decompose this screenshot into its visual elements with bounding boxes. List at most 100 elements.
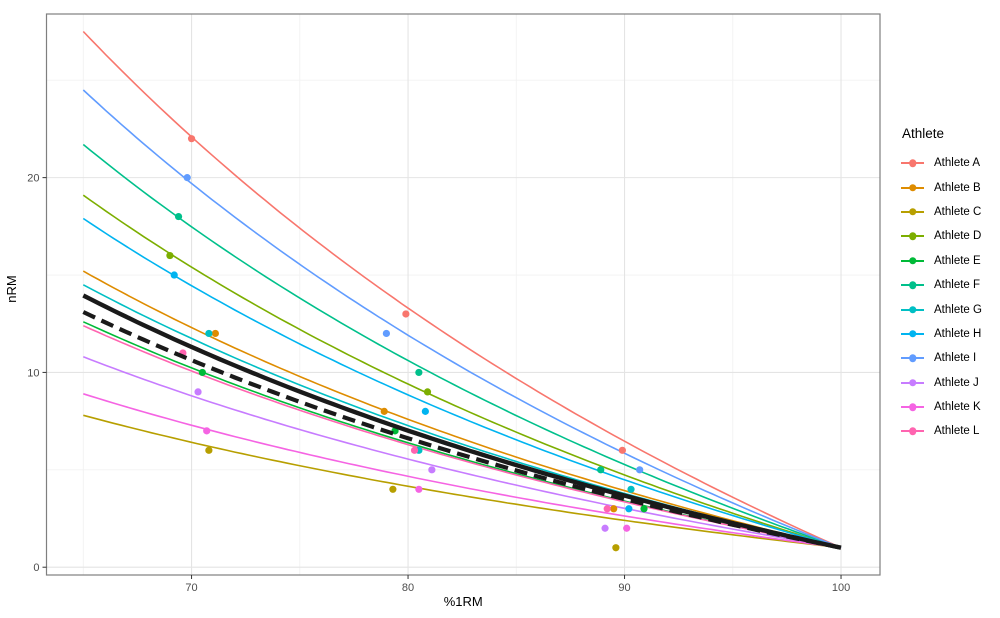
data-point-athlete-c — [612, 544, 620, 552]
legend-key-icon — [901, 377, 924, 388]
legend-title: Athlete — [902, 126, 945, 141]
legend-key-icon — [901, 304, 924, 315]
data-point-athlete-l — [410, 446, 419, 454]
legend-key-icon — [901, 182, 924, 193]
legend-item-athlete-i: Athlete I — [901, 346, 999, 370]
legend-key-dot — [908, 183, 917, 192]
legend-item-athlete-a: Athlete A — [901, 151, 999, 175]
curve-athlete-f — [82, 143, 842, 549]
data-point-athlete-h — [421, 407, 429, 415]
legend-item-label: Athlete H — [934, 327, 982, 340]
y-tick-label: 0 — [33, 562, 39, 574]
curve-athlete-a — [82, 30, 842, 549]
legend-key-icon — [901, 353, 924, 364]
legend-key-icon — [901, 255, 924, 266]
data-point-athlete-f — [415, 368, 423, 377]
data-point-athlete-j — [194, 388, 202, 396]
x-tick-label: 80 — [402, 582, 414, 594]
data-point-athlete-b — [380, 407, 388, 415]
data-point-athlete-a — [187, 135, 196, 143]
legend-key-icon — [901, 328, 924, 339]
data-point-athlete-e — [198, 368, 206, 377]
legend-item-label: Athlete A — [934, 157, 981, 170]
data-point-athlete-e — [640, 505, 648, 513]
legend-key-dot — [908, 232, 917, 241]
legend-key-dot — [908, 330, 917, 338]
data-point-athlete-g — [205, 329, 213, 338]
legend-key-icon — [901, 206, 924, 217]
legend-key-icon — [901, 280, 924, 291]
data-point-athlete-d — [423, 388, 432, 396]
legend-item-athlete-h: Athlete H — [901, 322, 999, 346]
data-point-athlete-a — [618, 446, 626, 454]
legend-item-athlete-l: Athlete L — [901, 419, 999, 443]
data-point-athlete-j — [601, 524, 609, 532]
x-tick-label: 90 — [618, 582, 630, 594]
legend-item-athlete-f: Athlete F — [901, 273, 999, 297]
data-point-athlete-h — [170, 271, 178, 279]
y-axis-title: nRM — [4, 275, 19, 302]
legend-item-athlete-e: Athlete E — [901, 249, 999, 273]
legend-key-dot — [908, 281, 917, 289]
legend-item-label: Athlete K — [934, 401, 981, 414]
legend-key-icon — [901, 402, 924, 413]
legend-key-dot — [908, 403, 917, 411]
legend-item-athlete-g: Athlete G — [901, 297, 999, 321]
x-axis-title: %1RM — [444, 594, 483, 609]
summary-curve-dashed — [82, 310, 842, 550]
legend-key-dot — [908, 427, 917, 436]
legend-key-icon — [901, 426, 924, 437]
legend-item-label: Athlete E — [934, 254, 981, 267]
data-point-athlete-k — [623, 524, 631, 532]
data-point-athlete-f — [174, 212, 183, 221]
data-point-athlete-g — [627, 485, 635, 493]
x-tick-label: 70 — [185, 582, 197, 594]
legend-key-dot — [908, 257, 917, 265]
legend-item-label: Athlete G — [934, 303, 982, 316]
data-point-athlete-d — [166, 251, 174, 260]
data-point-athlete-j — [428, 466, 436, 474]
data-point-athlete-f — [597, 466, 605, 474]
legend-item-label: Athlete I — [934, 352, 977, 365]
curve-athlete-h — [82, 217, 842, 549]
legend-item-label: Athlete J — [934, 376, 979, 389]
y-tick-label: 20 — [27, 172, 39, 184]
legend-key-dot — [908, 159, 917, 167]
data-point-athlete-i — [382, 329, 390, 338]
data-point-athlete-i — [183, 174, 191, 182]
legend-item-label: Athlete L — [934, 425, 980, 438]
data-point-athlete-c — [389, 485, 397, 493]
curve-athlete-i — [82, 89, 842, 549]
legend-key-dot — [908, 208, 917, 216]
data-point-athlete-i — [636, 466, 644, 474]
legend-item-athlete-d: Athlete D — [901, 224, 999, 248]
legend: Athlete Athlete A Athlete B Athlete C Athle… — [901, 126, 999, 444]
legend-key-dot — [908, 354, 917, 363]
panel-border — [45, 13, 881, 576]
curve-athlete-c — [83, 414, 842, 549]
data-point-athlete-b — [610, 505, 618, 513]
data-point-athlete-a — [402, 310, 410, 318]
legend-key-dot — [908, 305, 917, 314]
legend-item-athlete-k: Athlete K — [901, 395, 999, 419]
data-point-athlete-h — [625, 505, 633, 513]
data-point-athlete-k — [415, 485, 423, 493]
legend-item-label: Athlete C — [934, 205, 982, 218]
curve-athlete-d — [82, 194, 842, 549]
legend-key-dot — [908, 378, 917, 387]
x-tick-label: 100 — [832, 582, 850, 594]
data-point-athlete-c — [205, 446, 213, 454]
legend-item-label: Athlete D — [934, 230, 982, 243]
data-point-athlete-k — [203, 427, 211, 435]
legend-item-athlete-j: Athlete J — [901, 371, 999, 395]
legend-item-athlete-b: Athlete B — [901, 175, 999, 199]
curve-athlete-j — [83, 356, 842, 549]
legend-item-label: Athlete B — [934, 181, 981, 194]
y-tick-label: 10 — [27, 367, 39, 379]
legend-key-icon — [901, 158, 924, 169]
legend-items: Athlete A Athlete B Athlete C Athlete D Athl… — [901, 151, 999, 444]
data-point-athlete-l — [603, 505, 611, 513]
legend-key-icon — [901, 231, 924, 242]
